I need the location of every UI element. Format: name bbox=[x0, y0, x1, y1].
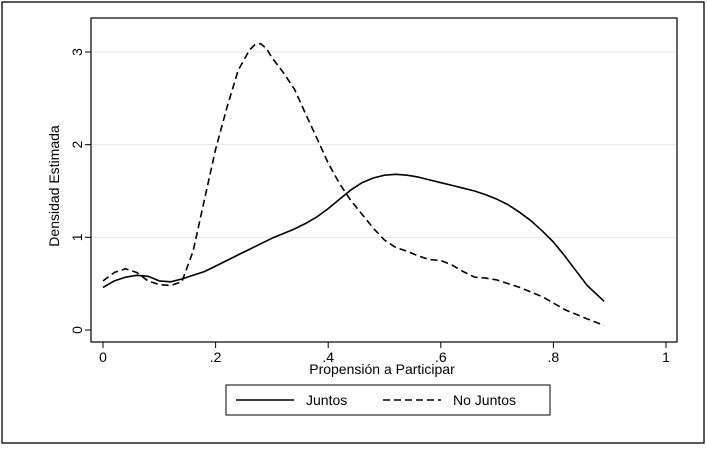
legend-label-no-juntos: No Juntos bbox=[453, 392, 516, 408]
x-tick-label: .4 bbox=[322, 349, 334, 365]
x-tick-label: .2 bbox=[210, 349, 222, 365]
series-line-juntos bbox=[102, 173, 605, 302]
y-axis-label: Densidad Estimada bbox=[46, 125, 62, 247]
axes bbox=[90, 18, 677, 343]
x-tick-label: .8 bbox=[548, 349, 560, 365]
plot-area bbox=[90, 17, 678, 343]
x-axis-label: Propensión a Participar bbox=[309, 361, 455, 377]
x-tick-label: 1 bbox=[662, 349, 670, 365]
legend-label-juntos: Juntos bbox=[306, 392, 347, 408]
ticks: 0 1 2 3 0 .2 .4 .6 .8 1 bbox=[69, 48, 670, 365]
y-tick-label: 1 bbox=[69, 233, 85, 241]
x-tick-label: 0 bbox=[99, 349, 107, 365]
series-lines bbox=[102, 42, 605, 327]
legend: Juntos No Juntos bbox=[225, 384, 551, 416]
y-tick-label: 0 bbox=[69, 326, 85, 334]
gridlines bbox=[92, 51, 676, 238]
y-tick-label: 3 bbox=[69, 48, 85, 56]
y-tick-label: 2 bbox=[69, 141, 85, 149]
x-tick-label: .6 bbox=[435, 349, 447, 365]
